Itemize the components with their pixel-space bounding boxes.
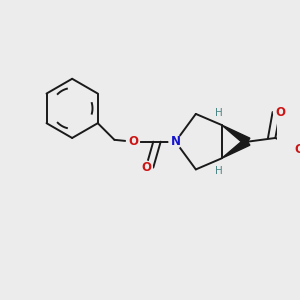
Text: O: O: [294, 142, 300, 156]
Circle shape: [140, 161, 152, 174]
Polygon shape: [222, 138, 250, 158]
Circle shape: [169, 135, 182, 148]
Text: H: H: [215, 166, 223, 176]
Circle shape: [293, 142, 300, 155]
Text: O: O: [128, 135, 138, 148]
Circle shape: [274, 106, 286, 118]
Text: O: O: [141, 161, 151, 174]
Text: H: H: [215, 108, 223, 118]
Text: O: O: [275, 106, 285, 118]
Polygon shape: [222, 125, 250, 145]
Text: N: N: [170, 135, 181, 148]
Circle shape: [127, 135, 140, 148]
